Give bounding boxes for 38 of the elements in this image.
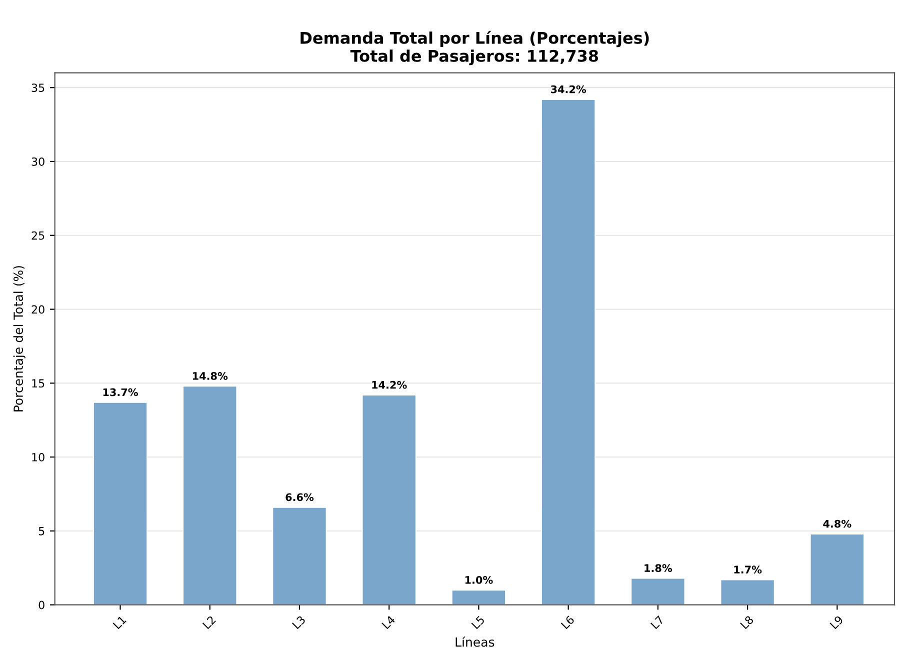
data-label: 13.7% — [103, 388, 138, 396]
y-tick-label: 30 — [32, 157, 44, 166]
data-label: 6.6% — [286, 493, 314, 502]
x-tick-label: L4 — [382, 615, 396, 630]
x-tick-label: L7 — [650, 615, 664, 630]
data-label: 1.7% — [734, 566, 762, 574]
y-tick-label: 15 — [32, 379, 44, 388]
bar — [182, 386, 238, 605]
y-tick-label: 25 — [32, 231, 44, 240]
x-tick-label: L3 — [292, 615, 306, 630]
bar — [540, 98, 596, 605]
bar — [362, 394, 417, 605]
data-label: 1.8% — [644, 564, 672, 572]
bar — [272, 506, 327, 605]
data-label: 34.2% — [550, 85, 586, 94]
bar — [810, 533, 865, 605]
x-tick-label: L2 — [202, 615, 216, 630]
bar — [630, 578, 686, 605]
x-tick-label: L5 — [471, 615, 485, 630]
y-tick-label: 10 — [32, 453, 44, 462]
data-label: 1.0% — [465, 576, 493, 584]
y-tick-label: 5 — [38, 527, 44, 536]
x-tick-label: L6 — [560, 615, 575, 630]
x-axis-title: Líneas — [456, 636, 494, 647]
y-tick-label: 0 — [38, 600, 44, 610]
data-label: 4.8% — [823, 520, 852, 528]
y-axis-title: Porcentaje del Total (%) — [13, 266, 26, 412]
x-tick-label: L1 — [112, 616, 126, 630]
y-tick-label: 35 — [32, 84, 44, 92]
data-label: 14.2% — [372, 380, 407, 389]
x-tick-label: L9 — [830, 615, 844, 630]
bar — [451, 590, 506, 605]
y-tick-label: 20 — [32, 305, 44, 314]
data-label: 14.8% — [192, 372, 228, 380]
bar — [720, 579, 775, 605]
chart-title: Demanda Total por Línea (Porcentajes) Total de Pasajeros: 112,738 — [300, 30, 649, 66]
bar — [92, 402, 148, 605]
x-tick-label: L8 — [740, 615, 754, 630]
